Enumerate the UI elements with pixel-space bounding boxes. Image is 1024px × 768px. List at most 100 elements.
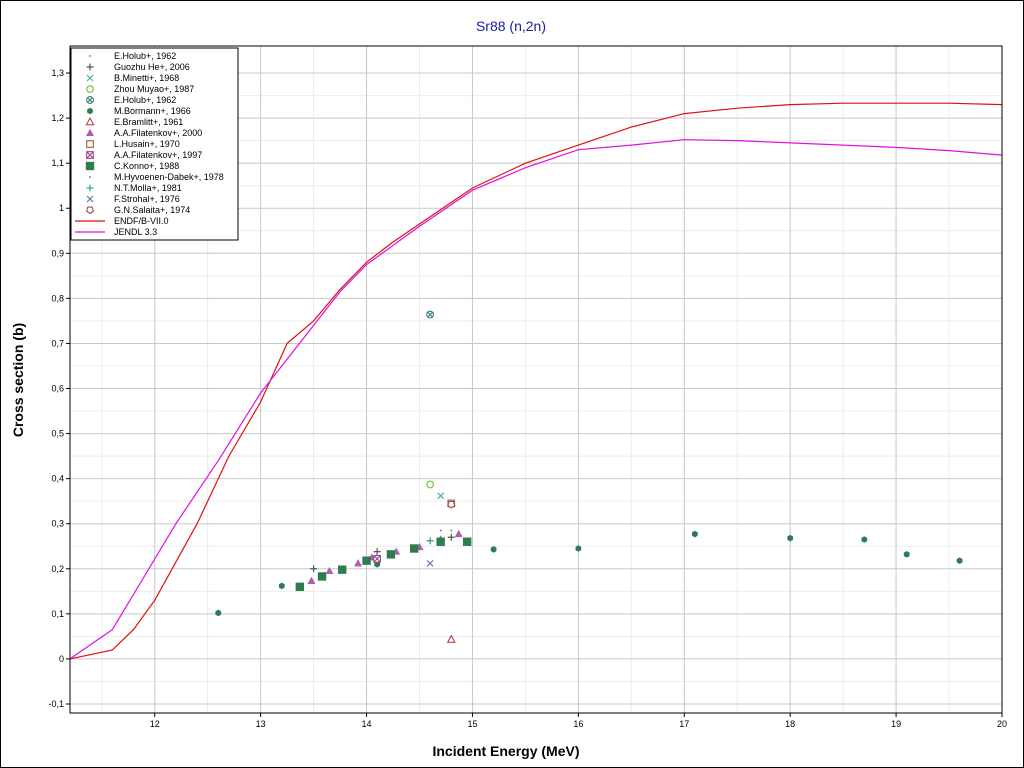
plot-series: [69, 102, 1003, 660]
series-line-jendl-3-3: [69, 139, 1003, 660]
legend-box: [70, 47, 239, 241]
y-tick-label: 1,1: [51, 158, 64, 168]
legend-item: A.A.Filatenkov+, 2000: [86, 128, 202, 138]
grid: [70, 46, 1003, 713]
y-tick-label: 1: [59, 203, 64, 213]
data-point: [310, 565, 318, 573]
legend-label: A.A.Filatenkov+, 1997: [114, 150, 202, 160]
data-point: [295, 582, 305, 592]
legend-label: Zhou Muyao+, 1987: [114, 84, 194, 94]
legend-label: C.Konno+, 1988: [114, 161, 179, 171]
series-zhou-muyao-1987: [426, 480, 434, 489]
legend-item: G.N.Salaita+, 1974: [85, 205, 190, 215]
y-tick-label: 0,8: [51, 293, 64, 303]
legend-label: JENDL 3.3: [114, 227, 157, 237]
legend-item: E.Bramlitt+, 1961: [85, 116, 183, 127]
legend-marker: [86, 184, 94, 192]
data-point: [337, 565, 347, 574]
legend-label: A.A.Filatenkov+, 2000: [114, 128, 202, 138]
y-tick-label: 0,7: [51, 338, 64, 348]
data-point: [447, 533, 455, 541]
data-point: [426, 537, 434, 545]
y-tick-label: 0,1: [51, 609, 64, 619]
data-point: [373, 555, 381, 563]
plot-border: [69, 45, 1003, 714]
data-point: [437, 492, 445, 500]
legend-marker: [89, 55, 91, 57]
legend-item: Guozhu He+, 2006: [86, 62, 190, 72]
legend-label: M.Bormann+, 1966: [114, 106, 191, 116]
legend-marker: [86, 128, 94, 136]
data-point: [436, 537, 445, 546]
legend-label: E.Holub+, 1962: [114, 51, 176, 61]
series-guozhu-he-2006: [310, 533, 455, 573]
y-tick-label: 1,3: [51, 68, 64, 78]
legend-marker: [86, 151, 94, 159]
x-tick-label: 20: [997, 719, 1007, 729]
legend-item: A.A.Filatenkov+, 1997: [86, 150, 202, 160]
data-point: [410, 544, 419, 553]
legend-marker: [85, 206, 95, 215]
y-tick-label: 0,5: [51, 429, 64, 439]
data-point: [325, 566, 334, 575]
series-c-konno-1988: [295, 537, 472, 592]
y-tick-label: 0,3: [51, 519, 64, 529]
legend-label: G.N.Salaita+, 1974: [114, 205, 190, 215]
data-point: [575, 545, 582, 552]
y-tick-label: -0,1: [48, 699, 64, 709]
x-tick-label: 18: [785, 719, 795, 729]
legend-item: Zhou Muyao+, 1987: [86, 84, 194, 94]
data-point: [692, 530, 698, 538]
legend-label: ENDF/B-VII.0: [114, 216, 169, 226]
y-tick-label: 1,2: [51, 113, 64, 123]
legend-marker: [85, 161, 95, 171]
y-tick-label: 0: [59, 654, 64, 664]
legend-label: N.T.Molla+, 1981: [114, 183, 182, 193]
legend-marker: [86, 96, 94, 104]
series-e-holub-1962: [450, 529, 453, 532]
legend-marker: [87, 107, 93, 115]
data-point: [362, 556, 371, 565]
legend-item: C.Konno+, 1988: [85, 161, 179, 171]
x-axis-title: Incident Energy (MeV): [432, 743, 579, 759]
data-point: [903, 551, 910, 558]
legend-item: B.Minetti+, 1968: [86, 73, 179, 83]
data-point: [317, 572, 327, 581]
legend-marker: [86, 140, 94, 148]
x-tick-label: 19: [891, 719, 901, 729]
data-point: [373, 548, 381, 556]
chart-title: Sr88 (n,2n): [476, 18, 546, 34]
legend-label: L.Husain+, 1970: [114, 139, 180, 149]
y-tick-label: 0,6: [51, 384, 64, 394]
legend-item: M.Hyvoenen-Dabek+, 1978: [89, 172, 224, 182]
y-tick-label: 0,9: [51, 248, 64, 258]
series-a-a-filatenkov-1997: [373, 555, 381, 563]
legend-item: E.Holub+, 1962: [89, 51, 176, 61]
series-e-bramlitt-1961: [446, 634, 456, 643]
legend-item: E.Holub+, 1962: [86, 95, 176, 105]
legend-item: JENDL 3.3: [75, 227, 157, 237]
data-point: [307, 576, 316, 584]
y-tick-label: 0,2: [51, 564, 64, 574]
data-point: [462, 537, 472, 546]
series-g-n-salaita-1974: [447, 500, 456, 509]
data-point: [386, 550, 396, 559]
series-f-strohal-1976: [426, 559, 434, 567]
legend-label: B.Minetti+, 1968: [114, 73, 179, 83]
x-tick-label: 15: [467, 719, 477, 729]
legend-label: F.Strohal+, 1976: [114, 194, 180, 204]
data-point: [426, 480, 434, 489]
series-m-hyvoenen-dabek-1978: [439, 529, 442, 532]
legend-marker: [86, 74, 94, 82]
y-tick-label: 0,4: [51, 474, 64, 484]
data-point: [447, 500, 456, 509]
x-tick-label: 14: [362, 719, 372, 729]
legend-label: M.Hyvoenen-Dabek+, 1978: [114, 172, 224, 182]
data-point: [439, 529, 442, 532]
series-e-holub-1962: [426, 310, 435, 319]
data-point: [278, 582, 285, 590]
data-point: [454, 529, 463, 538]
